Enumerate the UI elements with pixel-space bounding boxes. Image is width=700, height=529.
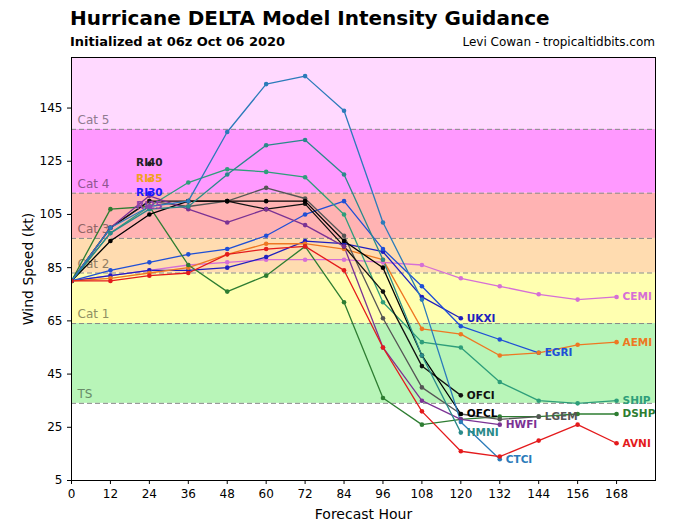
svg-text:Cat 2: Cat 2 (77, 256, 110, 271)
svg-text:85: 85 (47, 261, 62, 275)
svg-text:AVNI: AVNI (623, 437, 651, 449)
svg-text:0: 0 (68, 487, 76, 501)
svg-text:RI25: RI25 (136, 199, 163, 211)
svg-text:Cat 1: Cat 1 (78, 307, 110, 321)
html-text:Initialized at 06z Oct 06 2020: Initialized at 06z Oct 06 2020 (70, 34, 286, 49)
svg-text:Cat 5: Cat 5 (78, 113, 110, 127)
svg-text:HWFI: HWFI (506, 418, 537, 430)
svg-text:84: 84 (336, 487, 351, 501)
svg-text:Forecast Hour: Forecast Hour (315, 506, 413, 522)
svg-text:OFCI: OFCI (467, 389, 495, 401)
svg-text:EGRI: EGRI (545, 346, 573, 358)
svg-text:168: 168 (605, 487, 628, 501)
svg-text:125: 125 (40, 154, 63, 168)
svg-text:24: 24 (142, 487, 157, 501)
svg-text:LGEM: LGEM (545, 410, 578, 422)
html-text:Hurricane DELTA Model Intensit: Hurricane DELTA Model Intensity Guidance (70, 6, 550, 30)
svg-text:5: 5 (55, 473, 63, 487)
svg-text:36: 36 (181, 487, 196, 501)
svg-text:Cat 4: Cat 4 (78, 177, 110, 191)
svg-text:Wind Speed (kt): Wind Speed (kt) (20, 213, 36, 326)
svg-text:60: 60 (259, 487, 274, 501)
html-text:Levi Cowan - tropicaltidbits.c: Levi Cowan - tropicaltidbits.com (462, 35, 655, 49)
svg-text:Cat 3: Cat 3 (78, 222, 110, 236)
svg-text:CTCI: CTCI (506, 453, 532, 465)
svg-text:SHIP: SHIP (623, 394, 651, 406)
svg-text:72: 72 (297, 487, 312, 501)
svg-text:144: 144 (527, 487, 550, 501)
svg-text:AEMI: AEMI (623, 336, 653, 348)
svg-text:96: 96 (375, 487, 390, 501)
svg-text:65: 65 (47, 314, 62, 328)
svg-text:UKXI: UKXI (467, 312, 496, 324)
svg-text:OFCL: OFCL (467, 407, 498, 419)
svg-text:RI35: RI35 (136, 172, 163, 184)
svg-text:132: 132 (488, 487, 511, 501)
svg-text:108: 108 (410, 487, 433, 501)
svg-text:45: 45 (47, 367, 62, 381)
svg-text:25: 25 (47, 420, 62, 434)
svg-text:120: 120 (449, 487, 472, 501)
svg-text:TS: TS (77, 387, 93, 401)
svg-text:RI30: RI30 (136, 186, 163, 198)
svg-text:105: 105 (40, 207, 63, 221)
svg-text:RI40: RI40 (136, 156, 163, 168)
svg-text:HMNI: HMNI (467, 426, 499, 438)
svg-text:156: 156 (566, 487, 589, 501)
svg-text:48: 48 (220, 487, 235, 501)
svg-text:145: 145 (40, 101, 63, 115)
svg-text:DSHP: DSHP (623, 407, 656, 419)
svg-text:CEMI: CEMI (623, 290, 652, 302)
svg-text:12: 12 (103, 487, 118, 501)
